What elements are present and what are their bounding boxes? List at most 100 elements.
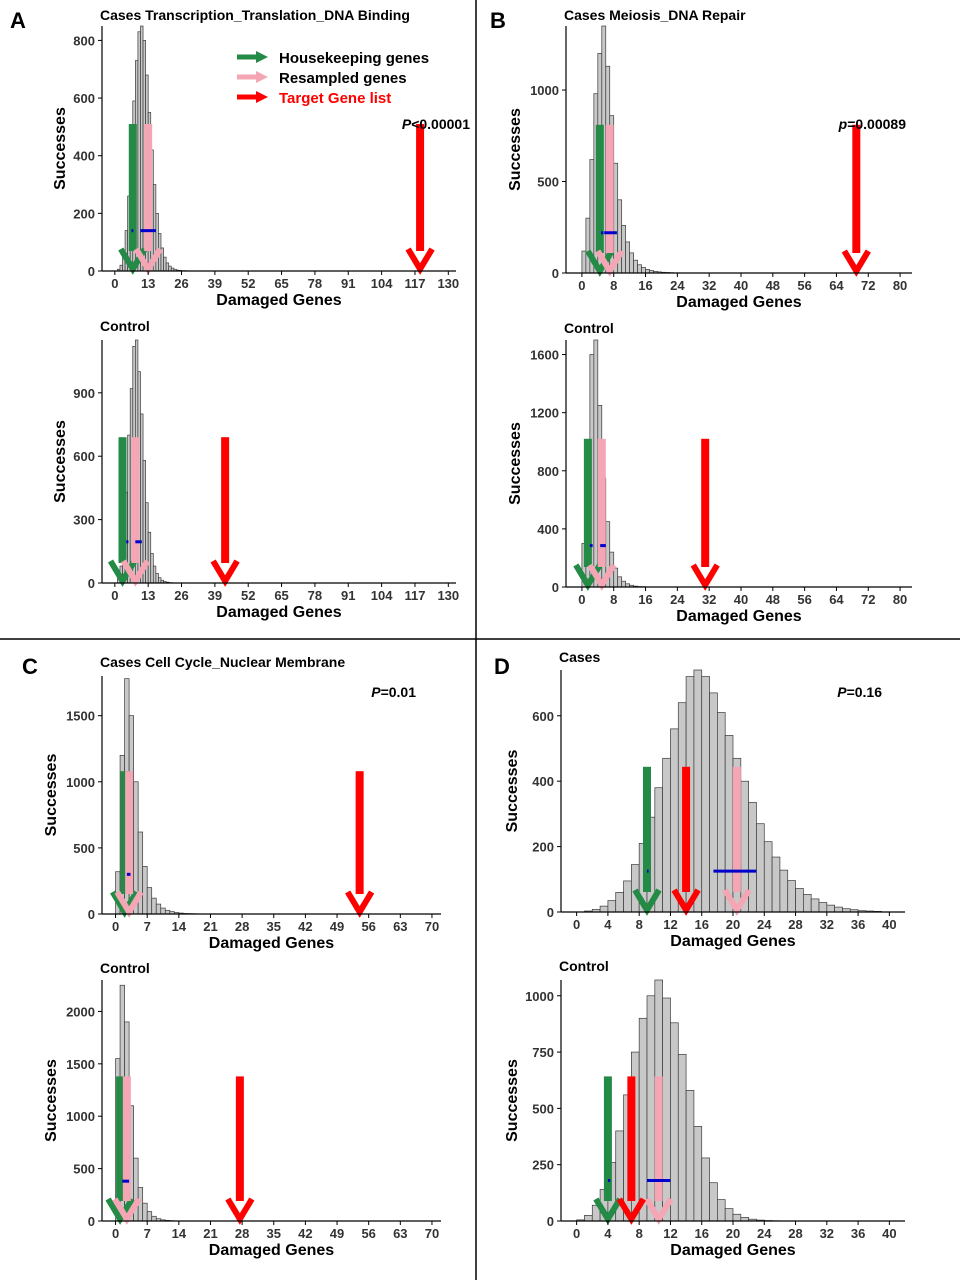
x-tick-label: 80 [893,592,907,607]
x-tick-label: 35 [267,1226,281,1241]
x-tick-label: 49 [330,1226,344,1241]
x-tick-label: 32 [702,592,716,607]
p-value-symbol: P [371,684,381,700]
x-tick-label: 24 [670,278,685,293]
histogram-bar [818,902,828,913]
histogram-bar [137,31,141,272]
target-arrow-head [210,559,240,587]
x-tick-label: 24 [757,917,772,932]
histogram-bar [150,553,154,584]
histogram-bar [748,802,757,913]
target-arrow-shaft [852,124,861,253]
histogram-bar [638,1017,648,1222]
x-tick-label: 91 [341,588,355,603]
target-arrow-head [225,1197,255,1225]
y-tick-label: 0 [88,907,95,922]
x-tick-label: 36 [851,917,865,932]
histogram-bar [771,856,781,913]
y-tick-label: 500 [532,1101,554,1116]
x-axis-label: Damaged Genes [670,1242,795,1259]
y-axis-label: Successes [504,1059,521,1142]
histogram-bar [146,887,153,915]
x-tick-label: 8 [610,592,617,607]
histogram-bar [585,217,591,274]
x-tick-label: 26 [174,276,188,291]
x-tick-label: 70 [425,919,439,934]
x-tick-label: 4 [604,1226,612,1241]
x-tick-label: 0 [111,588,118,603]
target-arrow [345,771,375,918]
y-axis-label: Successes [52,420,69,503]
target-arrow-shaft [627,1076,636,1201]
histogram-bar [158,577,162,584]
x-tick-label: 48 [766,278,780,293]
chart-title: Cases Cell Cycle_Nuclear Membrane [100,654,345,670]
y-tick-label: 600 [73,449,95,464]
housekeeping-arrow-head [105,1197,135,1225]
histogram-bar [163,256,167,272]
legend-label-resampled: Resampled genes [279,70,407,87]
chart-title: Control [100,318,150,334]
x-tick-label: 32 [820,1226,834,1241]
x-tick-label: 0 [112,1226,119,1241]
x-axis-label: Damaged Genes [209,935,334,952]
histogram-bar [584,1215,593,1222]
x-tick-label: 13 [141,588,155,603]
histogram-bar [607,900,617,913]
x-tick-label: 8 [636,1226,643,1241]
histogram-bar [631,864,640,913]
x-tick-label: 13 [141,276,155,291]
y-tick-label: 500 [73,841,95,856]
housekeeping-arrow-shaft [595,124,604,253]
target-arrow-shaft [235,1076,244,1201]
target-arrow-head [690,563,720,591]
x-tick-label: 4 [604,917,612,932]
histogram-bar [140,413,144,584]
y-tick-label: 1000 [525,989,554,1004]
housekeeping-arrow-shaft [116,1076,125,1201]
x-tick-label: 12 [663,917,677,932]
y-tick-label: 300 [73,513,95,528]
x-tick-label: 42 [298,919,312,934]
resampled-arrow-shaft [654,1076,663,1201]
x-tick-label: 52 [241,276,255,291]
housekeeping-arrow-head [593,1197,623,1225]
x-tick-label: 130 [437,276,459,291]
x-tick-label: 0 [573,917,580,932]
histogram-bar [151,1215,157,1222]
x-tick-label: 64 [829,592,844,607]
panel-letter-c: C [22,654,38,679]
histogram-bar [724,735,734,913]
x-tick-label: 16 [638,278,652,293]
chart-b-cases: Cases Meiosis_DNA Repair 0 8 16 24 32 40 48 56 64… [507,7,912,311]
y-tick-label: 1600 [530,348,559,363]
y-axis-label: Successes [507,108,524,191]
histogram-bar [787,880,796,913]
x-tick-label: 28 [235,1226,249,1241]
target-arrow-head [841,249,871,277]
x-tick-label: 56 [361,919,375,934]
panel-letter-b: B [490,8,506,33]
y-tick-label: 400 [537,522,559,537]
histogram-bar [803,893,812,913]
y-tick-label: 800 [73,33,95,48]
y-tick-label: 750 [532,1045,554,1060]
resampled-arrow [595,124,625,277]
y-axis-label: Successes [52,107,69,190]
histogram-bar [160,907,166,915]
histogram-bar [732,1213,742,1222]
x-tick-label: 117 [404,276,425,291]
resampled-arrow [722,766,752,916]
resampled-arrow-shaft [144,124,153,251]
target-arrow [690,438,720,591]
x-tick-label: 32 [820,917,834,932]
histogram-bar [693,1126,703,1222]
y-tick-label: 1000 [66,775,95,790]
histogram-bar [646,995,656,1222]
x-tick-label: 104 [371,588,393,603]
resampled-arrow-shaft [125,771,134,894]
x-tick-label: 14 [172,919,187,934]
histogram-bar [670,1022,679,1222]
x-tick-label: 16 [694,1226,708,1241]
